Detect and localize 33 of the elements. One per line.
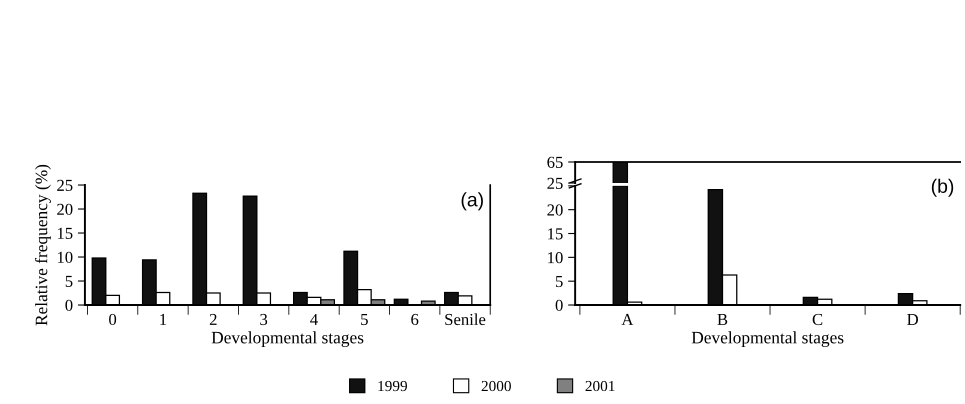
y-axis-title: Relative frequency (%) (34, 164, 51, 326)
y-tick-label: 25 (57, 180, 72, 191)
y-tick-label: 15 (548, 228, 563, 240)
x-tick-label: D (907, 314, 918, 325)
x-tick-label: Senile (445, 313, 486, 326)
chart-title: (b) (932, 178, 954, 197)
y-tick-label: 0 (65, 300, 72, 311)
legend-label: 2001 (586, 380, 614, 392)
y-tick-label: 65 (547, 156, 563, 168)
chart-title: (a) (462, 192, 483, 210)
x-tick-label: 5 (361, 314, 368, 326)
x-tick-label: 0 (109, 314, 116, 326)
y-tick-label: 20 (547, 204, 563, 216)
y-tick-label: 15 (58, 228, 72, 239)
y-tick-label: 0 (556, 300, 563, 311)
x-tick-label: A (622, 314, 634, 325)
x-axis-title: Developmental stages (692, 331, 844, 348)
legend-label: 2000 (482, 380, 511, 392)
y-tick-label: 10 (58, 252, 72, 263)
x-tick-label: 1 (160, 314, 166, 325)
legend-label: 1999 (378, 380, 408, 392)
y-tick-label: 20 (57, 204, 72, 215)
y-tick-label: 5 (556, 276, 563, 288)
x-tick-label: B (717, 314, 728, 325)
x-tick-label: 3 (260, 314, 268, 326)
y-tick-label: 25 (547, 178, 563, 189)
y-tick-label: 5 (66, 276, 72, 287)
x-tick-label: 2 (210, 314, 217, 325)
x-tick-label: 6 (411, 314, 418, 326)
x-tick-label: 4 (310, 314, 318, 325)
x-axis-title: Developmental stages (212, 331, 364, 348)
y-tick-label: 10 (548, 252, 563, 264)
x-tick-label: C (812, 314, 822, 326)
